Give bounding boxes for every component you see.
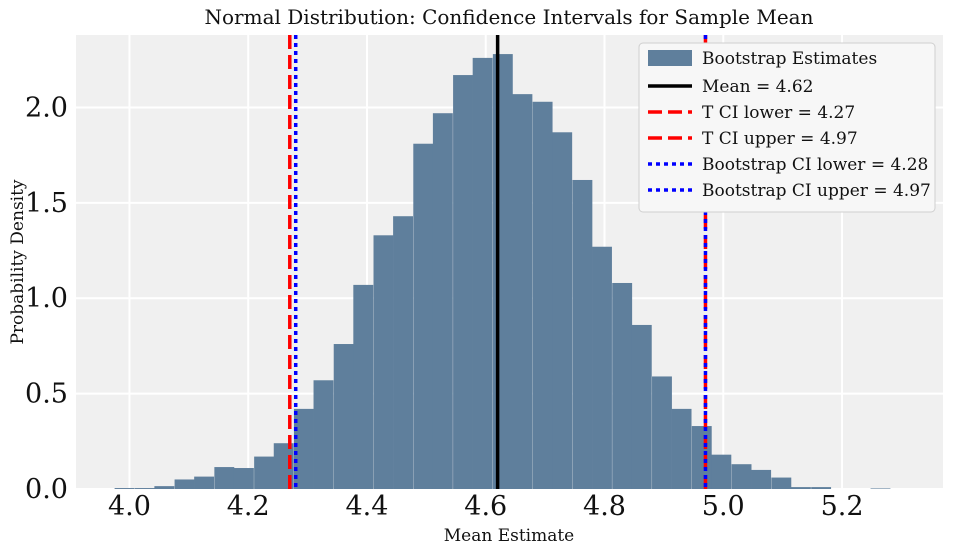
histogram-bar <box>114 488 135 489</box>
histogram-bar <box>453 75 473 489</box>
histogram-bar <box>293 408 314 489</box>
y-tick-label: 1.0 <box>25 283 68 314</box>
x-tick-label: 4.2 <box>227 491 270 522</box>
y-tick-label: 0.5 <box>25 379 68 410</box>
histogram-bar <box>413 143 434 490</box>
x-axis-label: Mean Estimate <box>444 526 575 546</box>
histogram-bar <box>532 101 553 489</box>
histogram-bar <box>751 469 772 489</box>
histogram-bar <box>134 488 155 489</box>
x-tick-label: 4.8 <box>583 491 626 522</box>
histogram-bar <box>373 235 394 489</box>
histogram-bar <box>472 57 493 490</box>
y-tick-label: 2.0 <box>25 92 68 123</box>
y-axis-label: Probability Density <box>8 179 28 344</box>
histogram-bar <box>432 113 453 489</box>
histogram-bar <box>552 132 573 490</box>
histogram-bar <box>194 476 215 489</box>
legend-swatch-histogram <box>648 50 692 66</box>
histogram-bar <box>214 467 235 489</box>
histogram-bar <box>592 246 612 489</box>
histogram-bar <box>254 456 275 489</box>
tick-labels: 4.0 4.2 4.4 4.6 4.8 5.0 5.2 0.0 0.5 1.0 1.5 2.0 <box>25 92 863 522</box>
histogram-bar <box>353 284 374 489</box>
histogram-bar <box>174 479 195 489</box>
histogram-bar <box>790 487 811 489</box>
histogram-bars <box>114 54 891 490</box>
legend-label-bootstrap-ci-lower-line: Bootstrap CI lower = 4.28 <box>702 155 928 175</box>
histogram-bar <box>333 344 354 489</box>
chart-title: Normal Distribution: Confidence Interval… <box>205 5 814 29</box>
histogram-bar <box>711 454 732 489</box>
y-tick-label: 0.0 <box>25 474 68 505</box>
histogram-bar <box>652 376 672 489</box>
histogram-bar <box>154 486 175 489</box>
histogram-bar <box>811 487 832 489</box>
histogram-bar <box>671 408 692 489</box>
legend-label-bootstrap-ci-upper-line: Bootstrap CI upper = 4.97 <box>702 181 931 201</box>
histogram-bar <box>870 488 891 489</box>
histogram-bar <box>771 477 792 489</box>
histogram-bar <box>631 324 652 489</box>
histogram-bar <box>731 464 752 489</box>
legend: Bootstrap Estimates Mean = 4.62 T CI lowe… <box>638 42 936 213</box>
histogram-bar <box>313 380 334 489</box>
x-tick-label: 4.6 <box>464 491 507 522</box>
x-tick-label: 5.2 <box>821 491 864 522</box>
histogram-bar <box>612 282 633 489</box>
x-tick-label: 5.0 <box>702 491 745 522</box>
histogram-bar <box>572 179 593 489</box>
legend-label-t-ci-upper-line: T CI upper = 4.97 <box>702 129 858 149</box>
histogram-bar <box>512 94 533 489</box>
x-tick-label: 4.4 <box>346 491 389 522</box>
legend-label-histogram: Bootstrap Estimates <box>702 49 877 69</box>
histogram-bar <box>393 216 414 489</box>
histogram-bar <box>492 54 513 490</box>
x-tick-label: 4.0 <box>108 491 151 522</box>
y-tick-label: 1.5 <box>25 188 68 219</box>
histogram-bar <box>691 426 712 489</box>
histogram-bar <box>233 468 254 489</box>
legend-label-t-ci-lower-line: T CI lower = 4.27 <box>702 103 855 123</box>
legend-box <box>638 42 936 213</box>
legend-label-mean-line: Mean = 4.62 <box>702 77 813 97</box>
